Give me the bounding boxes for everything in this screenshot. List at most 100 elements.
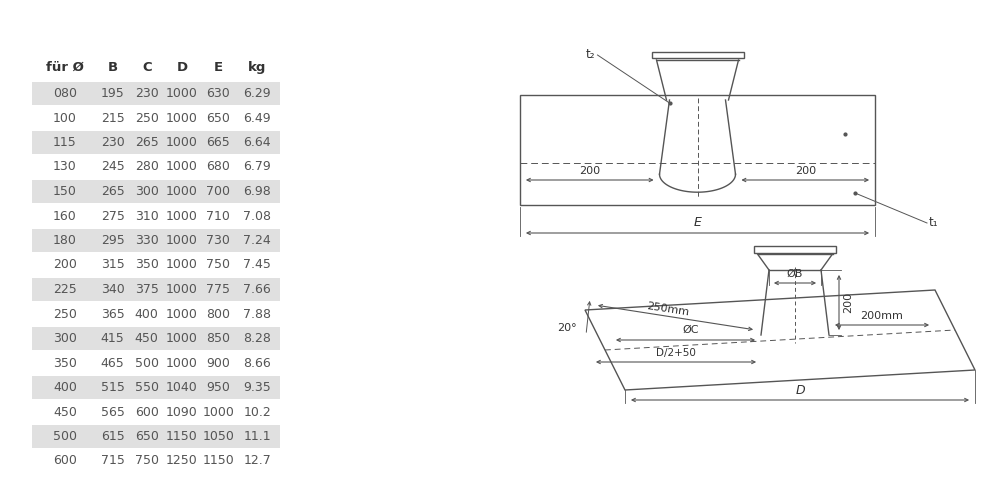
- Text: D/2+50: D/2+50: [656, 348, 696, 358]
- Text: für Ø: für Ø: [46, 61, 84, 74]
- Text: 1000: 1000: [166, 283, 198, 296]
- Bar: [32, 229, 280, 252]
- Text: 180: 180: [53, 234, 77, 247]
- Text: 160: 160: [53, 210, 77, 222]
- Text: 275: 275: [101, 210, 125, 222]
- Text: 6.29: 6.29: [243, 87, 271, 100]
- Text: 800: 800: [206, 308, 230, 320]
- Text: 1000: 1000: [166, 210, 198, 222]
- Text: 340: 340: [101, 283, 124, 296]
- Text: C: C: [142, 61, 152, 74]
- Text: 7.88: 7.88: [243, 308, 271, 320]
- Text: 1000: 1000: [166, 185, 198, 198]
- Text: 225: 225: [53, 283, 77, 296]
- Bar: [32, 352, 280, 374]
- Bar: [32, 131, 280, 154]
- Bar: [32, 156, 280, 178]
- Text: D: D: [176, 61, 188, 74]
- Text: 9.35: 9.35: [243, 381, 271, 394]
- Text: 1000: 1000: [202, 406, 234, 418]
- Text: 1000: 1000: [166, 160, 198, 173]
- Text: 20°: 20°: [557, 323, 577, 333]
- Bar: [32, 425, 280, 448]
- Text: 250mm: 250mm: [646, 302, 689, 318]
- Text: 615: 615: [101, 430, 124, 443]
- Text: 665: 665: [207, 136, 230, 149]
- Text: 1040: 1040: [166, 381, 198, 394]
- Text: 115: 115: [53, 136, 77, 149]
- Text: 1050: 1050: [202, 430, 234, 443]
- Text: 130: 130: [53, 160, 77, 173]
- Text: 230: 230: [135, 87, 159, 100]
- Text: 350: 350: [135, 258, 159, 272]
- Text: 350: 350: [53, 356, 77, 370]
- Text: 600: 600: [53, 454, 77, 468]
- Text: 250: 250: [53, 308, 77, 320]
- Bar: [652, 52, 744, 58]
- Bar: [32, 327, 280, 350]
- Text: 1000: 1000: [166, 87, 198, 100]
- Text: 1000: 1000: [166, 356, 198, 370]
- Text: 12.7: 12.7: [243, 454, 271, 468]
- Text: 1000: 1000: [166, 136, 198, 149]
- Text: 1000: 1000: [166, 234, 198, 247]
- Text: 6.79: 6.79: [243, 160, 271, 173]
- Text: 515: 515: [101, 381, 125, 394]
- Text: 7.45: 7.45: [243, 258, 271, 272]
- Text: 500: 500: [135, 356, 159, 370]
- Text: 330: 330: [135, 234, 159, 247]
- Text: 200: 200: [795, 166, 816, 176]
- Bar: [32, 254, 280, 276]
- Bar: [32, 376, 280, 399]
- Text: 730: 730: [206, 234, 230, 247]
- Text: 600: 600: [135, 406, 159, 418]
- Text: 650: 650: [135, 430, 159, 443]
- Text: 300: 300: [135, 185, 159, 198]
- Text: kg: kg: [248, 61, 266, 74]
- Text: 200: 200: [579, 166, 600, 176]
- Bar: [32, 204, 280, 228]
- Text: 375: 375: [135, 283, 159, 296]
- Text: 200: 200: [53, 258, 77, 272]
- Text: 265: 265: [135, 136, 159, 149]
- Text: 315: 315: [101, 258, 124, 272]
- Bar: [32, 180, 280, 203]
- Text: 195: 195: [101, 87, 124, 100]
- Text: 900: 900: [206, 356, 230, 370]
- Text: 1090: 1090: [166, 406, 198, 418]
- Bar: [32, 82, 280, 105]
- Text: 200mm: 200mm: [861, 311, 903, 321]
- Text: 310: 310: [135, 210, 159, 222]
- Text: 1000: 1000: [166, 258, 198, 272]
- Text: 1000: 1000: [166, 112, 198, 124]
- Bar: [32, 278, 280, 301]
- Bar: [32, 302, 280, 326]
- Text: 8.28: 8.28: [243, 332, 271, 345]
- Text: 100: 100: [53, 112, 77, 124]
- Text: 500: 500: [53, 430, 77, 443]
- Text: 080: 080: [53, 87, 77, 100]
- Text: 215: 215: [101, 112, 124, 124]
- Text: 11.1: 11.1: [243, 430, 271, 443]
- Text: E: E: [694, 216, 701, 230]
- Text: t₂: t₂: [586, 48, 596, 62]
- Text: 465: 465: [101, 356, 124, 370]
- Text: 450: 450: [135, 332, 159, 345]
- Text: 630: 630: [207, 87, 230, 100]
- Text: D: D: [795, 384, 805, 396]
- Text: 7.08: 7.08: [243, 210, 271, 222]
- Text: 300: 300: [53, 332, 77, 345]
- Text: 8.66: 8.66: [243, 356, 271, 370]
- Text: 1250: 1250: [166, 454, 198, 468]
- Text: 950: 950: [206, 381, 230, 394]
- Bar: [32, 450, 280, 472]
- Text: 400: 400: [135, 308, 159, 320]
- Text: 6.49: 6.49: [243, 112, 271, 124]
- Text: 265: 265: [101, 185, 124, 198]
- Text: 1150: 1150: [203, 454, 234, 468]
- Text: 6.98: 6.98: [243, 185, 271, 198]
- Text: 850: 850: [206, 332, 230, 345]
- Text: 6.64: 6.64: [243, 136, 271, 149]
- Text: 715: 715: [101, 454, 125, 468]
- Text: 710: 710: [206, 210, 230, 222]
